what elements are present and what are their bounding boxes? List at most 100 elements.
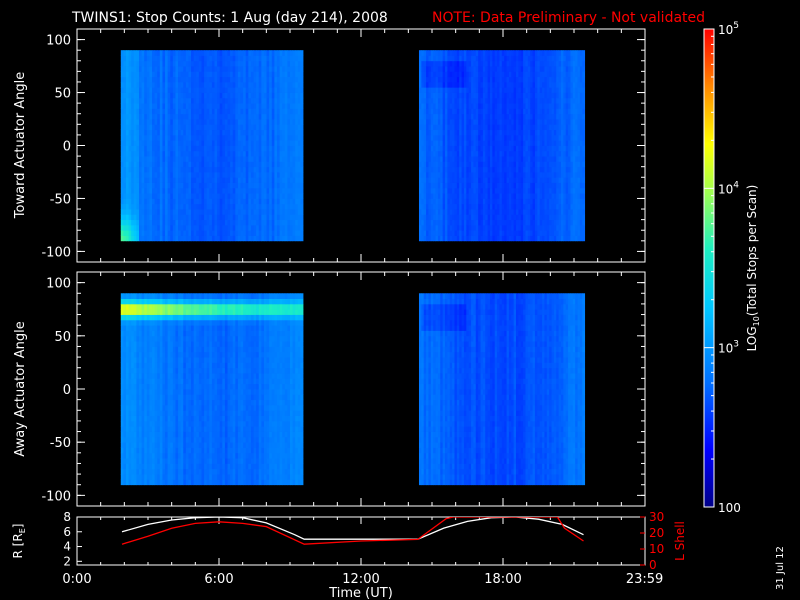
heatmap-cell xyxy=(530,119,533,125)
heatmap-cell xyxy=(287,224,291,231)
heatmap-cell xyxy=(209,97,213,104)
heatmap-cell xyxy=(534,55,538,62)
heatmap-cell xyxy=(188,76,192,83)
heatmap-cell xyxy=(274,129,278,136)
heatmap-cell xyxy=(245,182,249,189)
heatmap-cell xyxy=(256,219,260,226)
heatmap-cell xyxy=(245,150,249,157)
heatmap-cell xyxy=(214,198,218,205)
heatmap-cell xyxy=(544,219,548,226)
heatmap-cell xyxy=(508,198,512,205)
heatmap-cell xyxy=(274,113,278,120)
heatmap-cell xyxy=(224,60,228,67)
heatmap-cell xyxy=(237,193,241,199)
heatmap-cell xyxy=(499,224,503,231)
heatmap-cell xyxy=(263,156,267,162)
heatmap-cell xyxy=(549,177,552,183)
heatmap-cell xyxy=(279,219,283,226)
heatmap-cell xyxy=(154,209,158,215)
heatmap-cell xyxy=(421,156,425,162)
heatmap-cell xyxy=(572,113,576,120)
heatmap-cell xyxy=(193,55,197,62)
heatmap-cell xyxy=(428,76,432,83)
heatmap-cell xyxy=(196,150,200,157)
heatmap-cell xyxy=(542,129,545,136)
heatmap-cell xyxy=(516,129,519,136)
heatmap-cell xyxy=(463,50,467,56)
heatmap-cell xyxy=(167,134,171,141)
heatmap-cell xyxy=(217,60,221,67)
heatmap-cell xyxy=(162,193,166,199)
heatmap-cell xyxy=(227,203,231,210)
heatmap-cell xyxy=(480,219,484,226)
heatmap-cell xyxy=(131,113,135,120)
heatmap-cell xyxy=(487,97,491,104)
heatmap-cell xyxy=(556,129,560,136)
heatmap-cell xyxy=(178,219,182,226)
heatmap-cell xyxy=(204,193,208,199)
heatmap-cell xyxy=(261,71,265,78)
heatmap-cell xyxy=(136,134,140,141)
heatmap-cell xyxy=(452,150,455,157)
heatmap-cell xyxy=(473,119,477,125)
heatmap-cell xyxy=(461,81,465,88)
heatmap-cell xyxy=(196,156,200,162)
heatmap-cell xyxy=(224,87,228,93)
heatmap-cell xyxy=(170,81,174,88)
heatmap-cell xyxy=(579,140,583,146)
heatmap-cell xyxy=(120,187,124,194)
heatmap-cell xyxy=(456,50,460,56)
heatmap-cell xyxy=(544,55,548,62)
heatmap-cell xyxy=(449,71,453,78)
heatmap-cell xyxy=(250,55,254,62)
heatmap-cell xyxy=(170,124,174,131)
heatmap-cell xyxy=(183,161,187,168)
heatmap-cell xyxy=(577,177,581,183)
heatmap-cell xyxy=(120,134,124,141)
heatmap-cell xyxy=(261,182,265,189)
heatmap-cell xyxy=(185,71,189,78)
heatmap-cell xyxy=(206,177,210,183)
heatmap-cell xyxy=(468,209,472,215)
heatmap-cell xyxy=(523,145,526,152)
heatmap-cell xyxy=(497,108,500,115)
heatmap-cell xyxy=(201,50,205,56)
heatmap-cell xyxy=(534,214,538,221)
heatmap-cell xyxy=(487,119,491,125)
heatmap-cell xyxy=(480,156,484,162)
heatmap-cell xyxy=(198,193,202,199)
heatmap-cell xyxy=(136,76,140,83)
heatmap-cell xyxy=(504,187,507,194)
heatmap-cell xyxy=(167,177,171,183)
heatmap-cell xyxy=(250,193,254,199)
heatmap-cell xyxy=(290,92,293,99)
heatmap-cell xyxy=(421,230,425,236)
heatmap-cell xyxy=(125,235,129,242)
heatmap-cell xyxy=(494,50,498,56)
heatmap-cell xyxy=(537,134,541,141)
heatmap-cell xyxy=(430,214,434,221)
heatmap-cell xyxy=(560,97,564,104)
heatmap-cell xyxy=(188,161,192,168)
heatmap-cell xyxy=(532,214,536,221)
heatmap-cell xyxy=(149,140,153,146)
heatmap-cell xyxy=(542,50,545,56)
heatmap-cell xyxy=(447,219,451,226)
heatmap-cell xyxy=(565,156,569,162)
heatmap-cell xyxy=(263,230,267,236)
heatmap-cell xyxy=(159,235,163,242)
heatmap-cell xyxy=(520,81,524,88)
heatmap-cell xyxy=(263,76,267,83)
heatmap-cell xyxy=(157,156,161,162)
heatmap-cell xyxy=(162,124,166,131)
heatmap-cell xyxy=(466,145,470,152)
heatmap-cell xyxy=(295,214,299,221)
heatmap-cell xyxy=(506,81,510,88)
heatmap-cell xyxy=(442,119,446,125)
heatmap-cell xyxy=(473,193,477,199)
heatmap-cell xyxy=(235,219,239,226)
heatmap-cell xyxy=(492,66,496,72)
heatmap-cell xyxy=(276,113,280,120)
heatmap-cell xyxy=(497,103,500,109)
heatmap-cell xyxy=(475,198,479,205)
